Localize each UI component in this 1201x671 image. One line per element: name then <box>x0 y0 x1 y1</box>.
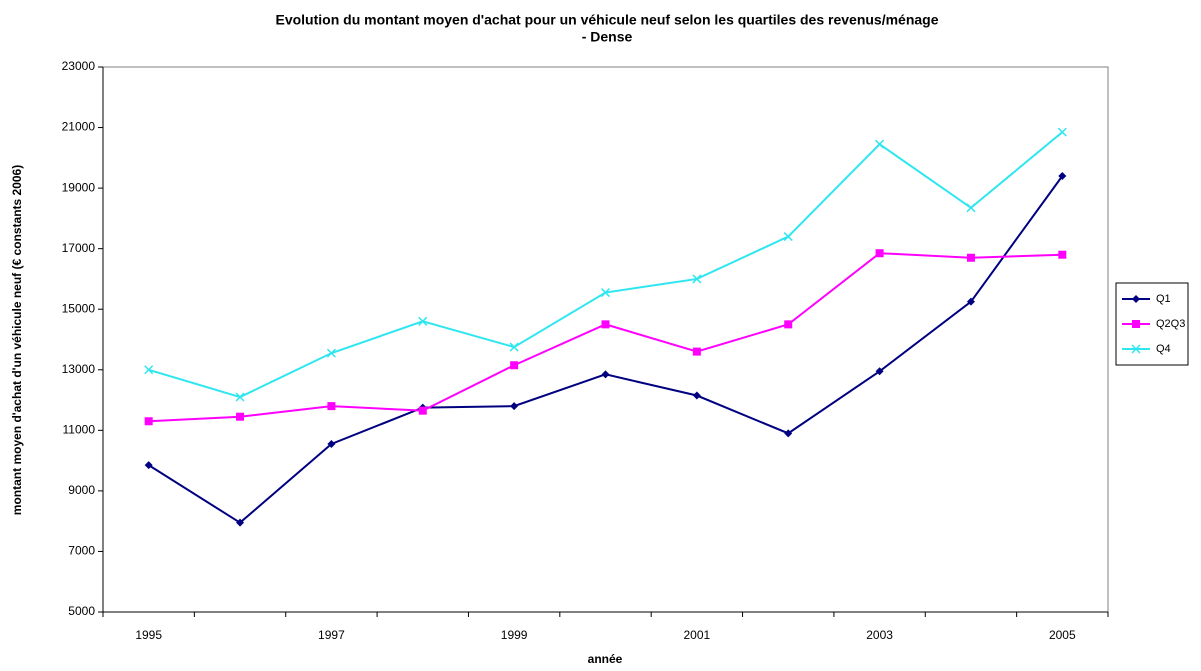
plot-area <box>102 66 1109 613</box>
point <box>966 203 976 213</box>
point <box>510 361 519 370</box>
legend-marker <box>1132 320 1140 328</box>
y-tick-label: 7000 <box>68 544 95 558</box>
point <box>418 406 427 415</box>
legend-label: Q4 <box>1156 343 1171 355</box>
x-tick-label: 2001 <box>684 628 711 642</box>
x-tick-label: 1997 <box>318 628 345 642</box>
point <box>236 518 245 527</box>
point <box>783 232 793 242</box>
point <box>966 297 975 306</box>
chart-title: - Dense <box>582 29 633 45</box>
point <box>144 461 153 470</box>
point <box>510 402 519 411</box>
point <box>144 365 154 375</box>
point <box>875 249 884 258</box>
point <box>784 320 793 329</box>
legend-label: Q1 <box>1156 293 1171 305</box>
y-tick-label: 13000 <box>62 362 96 376</box>
chart-title: Evolution du montant moyen d'achat pour … <box>275 12 938 28</box>
point <box>1057 127 1067 137</box>
y-axis-title: montant moyen d'achat d'un véhicule neuf… <box>10 165 24 515</box>
point <box>966 253 975 262</box>
y-tick-label: 21000 <box>62 120 96 134</box>
y-tick-label: 23000 <box>62 59 96 73</box>
point <box>509 342 519 352</box>
x-tick-label: 2003 <box>866 628 893 642</box>
point <box>418 316 428 326</box>
y-tick-label: 5000 <box>68 604 95 618</box>
point <box>601 370 610 379</box>
series-line <box>148 175 1064 524</box>
point <box>236 412 245 421</box>
y-tick-label: 9000 <box>68 483 95 497</box>
legend-label: Q2Q3 <box>1156 318 1185 330</box>
legend-marker <box>1131 344 1141 354</box>
point <box>1132 320 1140 328</box>
point <box>1131 344 1141 354</box>
series-line <box>148 131 1063 399</box>
point <box>692 391 701 400</box>
x-tick-label: 1999 <box>501 628 528 642</box>
point <box>600 288 611 298</box>
point <box>1058 250 1067 259</box>
x-tick-label: 2005 <box>1049 628 1076 642</box>
point <box>692 347 701 356</box>
point <box>692 274 702 284</box>
legend-marker <box>1132 295 1140 303</box>
y-tick-label: 17000 <box>62 241 96 255</box>
x-tick-label: 1995 <box>135 628 162 642</box>
y-tick-label: 11000 <box>63 423 96 437</box>
point <box>327 439 336 448</box>
point <box>1132 295 1140 303</box>
point <box>327 402 336 411</box>
point <box>601 320 610 329</box>
y-tick-label: 19000 <box>62 180 96 194</box>
point <box>235 392 245 402</box>
point <box>784 429 793 438</box>
point <box>326 348 336 358</box>
y-tick-label: 15000 <box>62 301 96 315</box>
point <box>875 367 884 376</box>
x-axis-title: année <box>588 652 623 666</box>
point <box>875 139 885 149</box>
point <box>1058 172 1067 180</box>
point <box>144 417 153 426</box>
